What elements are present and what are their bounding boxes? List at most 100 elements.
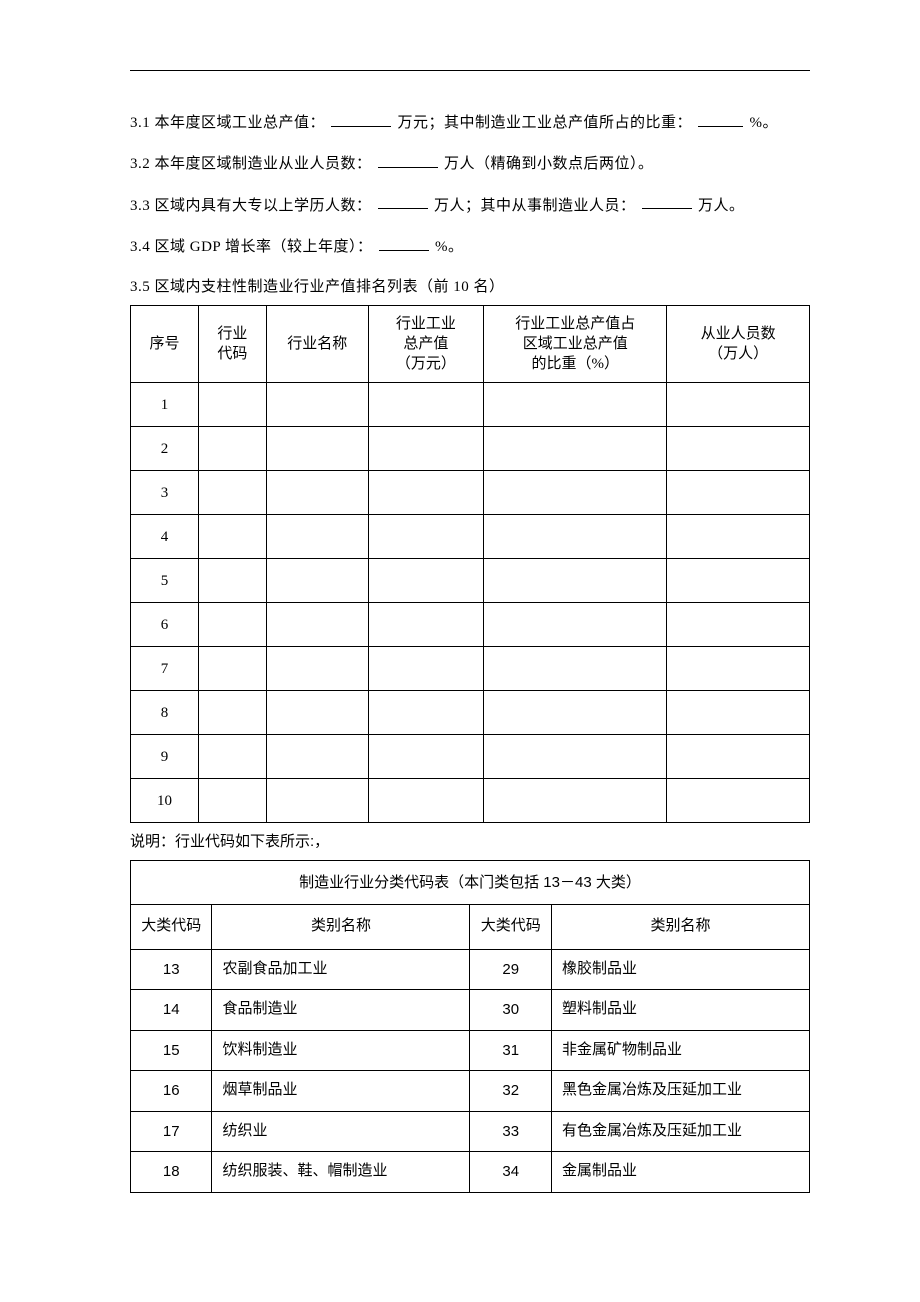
codes-table: 制造业行业分类代码表（本门类包括 13－43 大类） 大类代码类别名称大类代码类… xyxy=(130,860,810,1193)
rank-empty-cell[interactable] xyxy=(266,559,368,603)
category-code-cell: 18 xyxy=(131,1152,212,1193)
codes-title: 制造业行业分类代码表（本门类包括 13－43 大类） xyxy=(131,860,810,905)
codes-head-cell: 大类代码 xyxy=(470,905,551,950)
rank-empty-cell[interactable] xyxy=(484,779,667,823)
rank-empty-cell[interactable] xyxy=(667,559,810,603)
rank-index-cell: 9 xyxy=(131,735,199,779)
rank-tbody: 12345678910 xyxy=(131,383,810,823)
codes-row: 13农副食品加工业29橡胶制品业 xyxy=(131,949,810,990)
rank-row: 4 xyxy=(131,515,810,559)
rank-empty-cell[interactable] xyxy=(368,779,483,823)
rank-empty-cell[interactable] xyxy=(266,471,368,515)
category-name-cell: 烟草制品业 xyxy=(212,1071,470,1112)
rank-table: 序号行业代码行业名称行业工业总产值（万元）行业工业总产值占区域工业总产值的比重（… xyxy=(130,305,810,824)
rank-empty-cell[interactable] xyxy=(667,691,810,735)
rank-empty-cell[interactable] xyxy=(368,471,483,515)
category-name-cell: 橡胶制品业 xyxy=(551,949,809,990)
codes-title-row: 制造业行业分类代码表（本门类包括 13－43 大类） xyxy=(131,860,810,905)
rank-empty-cell[interactable] xyxy=(266,427,368,471)
rank-empty-cell[interactable] xyxy=(368,603,483,647)
rank-empty-cell[interactable] xyxy=(266,779,368,823)
rank-empty-cell[interactable] xyxy=(667,515,810,559)
codes-head-cell: 类别名称 xyxy=(551,905,809,950)
category-name-cell: 黑色金属冶炼及压延加工业 xyxy=(551,1071,809,1112)
rank-empty-cell[interactable] xyxy=(484,559,667,603)
codes-head-row: 大类代码类别名称大类代码类别名称 xyxy=(131,905,810,950)
line-3-2: 3.2 本年度区域制造业从业人员数： 万人（精确到小数点后两位）。 xyxy=(130,152,810,175)
rank-empty-cell[interactable] xyxy=(667,471,810,515)
category-name-cell: 食品制造业 xyxy=(212,990,470,1031)
rank-empty-cell[interactable] xyxy=(198,603,266,647)
rank-empty-cell[interactable] xyxy=(484,691,667,735)
rank-empty-cell[interactable] xyxy=(484,735,667,779)
category-code-cell: 34 xyxy=(470,1152,551,1193)
rank-empty-cell[interactable] xyxy=(198,427,266,471)
rank-row: 1 xyxy=(131,383,810,427)
rank-empty-cell[interactable] xyxy=(198,647,266,691)
rank-empty-cell[interactable] xyxy=(368,647,483,691)
category-code-cell: 33 xyxy=(470,1111,551,1152)
blank-field[interactable] xyxy=(378,194,428,210)
codes-head-cell: 大类代码 xyxy=(131,905,212,950)
rank-empty-cell[interactable] xyxy=(484,515,667,559)
rank-empty-cell[interactable] xyxy=(484,383,667,427)
rank-row: 10 xyxy=(131,779,810,823)
rank-row: 3 xyxy=(131,471,810,515)
rank-row: 7 xyxy=(131,647,810,691)
rank-empty-cell[interactable] xyxy=(266,603,368,647)
rank-empty-cell[interactable] xyxy=(667,735,810,779)
rank-empty-cell[interactable] xyxy=(198,691,266,735)
rank-empty-cell[interactable] xyxy=(198,515,266,559)
codes-row: 18纺织服装、鞋、帽制造业34金属制品业 xyxy=(131,1152,810,1193)
rank-empty-cell[interactable] xyxy=(667,647,810,691)
rank-empty-cell[interactable] xyxy=(667,779,810,823)
rank-empty-cell[interactable] xyxy=(484,427,667,471)
rank-empty-cell[interactable] xyxy=(198,383,266,427)
category-name-cell: 纺织业 xyxy=(212,1111,470,1152)
text: 3.5 区域内支柱性制造业行业产值排名列表（前 10 名） xyxy=(130,279,505,295)
rank-empty-cell[interactable] xyxy=(484,603,667,647)
blank-field[interactable] xyxy=(378,152,438,168)
rank-empty-cell[interactable] xyxy=(266,383,368,427)
category-name-cell: 塑料制品业 xyxy=(551,990,809,1031)
text: 万人；其中从事制造业人员： xyxy=(434,197,636,213)
rank-empty-cell[interactable] xyxy=(667,383,810,427)
rank-empty-cell[interactable] xyxy=(198,735,266,779)
rank-empty-cell[interactable] xyxy=(198,471,266,515)
blank-field[interactable] xyxy=(331,111,391,127)
blank-field[interactable] xyxy=(698,111,743,127)
text: %。 xyxy=(435,239,464,255)
rank-empty-cell[interactable] xyxy=(484,647,667,691)
codes-row: 15饮料制造业31非金属矿物制品业 xyxy=(131,1030,810,1071)
rank-empty-cell[interactable] xyxy=(368,383,483,427)
rank-row: 9 xyxy=(131,735,810,779)
rank-header-cell: 行业名称 xyxy=(266,305,368,383)
rank-empty-cell[interactable] xyxy=(368,515,483,559)
rank-empty-cell[interactable] xyxy=(266,735,368,779)
rank-empty-cell[interactable] xyxy=(368,735,483,779)
rank-index-cell: 1 xyxy=(131,383,199,427)
rank-empty-cell[interactable] xyxy=(368,427,483,471)
codes-row: 16烟草制品业32黑色金属冶炼及压延加工业 xyxy=(131,1071,810,1112)
rank-empty-cell[interactable] xyxy=(266,515,368,559)
rank-empty-cell[interactable] xyxy=(484,471,667,515)
rank-empty-cell[interactable] xyxy=(198,779,266,823)
category-name-cell: 饮料制造业 xyxy=(212,1030,470,1071)
rank-empty-cell[interactable] xyxy=(368,559,483,603)
rank-empty-cell[interactable] xyxy=(667,603,810,647)
blank-field[interactable] xyxy=(379,235,429,251)
rank-index-cell: 10 xyxy=(131,779,199,823)
rank-header-cell: 从业人员数（万人） xyxy=(667,305,810,383)
rank-row: 6 xyxy=(131,603,810,647)
document-page: 3.1 本年度区域工业总产值： 万元；其中制造业工业总产值所占的比重： %。 3… xyxy=(0,0,920,1302)
rank-empty-cell[interactable] xyxy=(266,647,368,691)
rank-empty-cell[interactable] xyxy=(667,427,810,471)
rank-empty-cell[interactable] xyxy=(266,691,368,735)
rank-thead: 序号行业代码行业名称行业工业总产值（万元）行业工业总产值占区域工业总产值的比重（… xyxy=(131,305,810,383)
text: 万人。 xyxy=(698,197,745,213)
rank-empty-cell[interactable] xyxy=(368,691,483,735)
rank-header-row: 序号行业代码行业名称行业工业总产值（万元）行业工业总产值占区域工业总产值的比重（… xyxy=(131,305,810,383)
rank-index-cell: 7 xyxy=(131,647,199,691)
blank-field[interactable] xyxy=(642,194,692,210)
rank-empty-cell[interactable] xyxy=(198,559,266,603)
